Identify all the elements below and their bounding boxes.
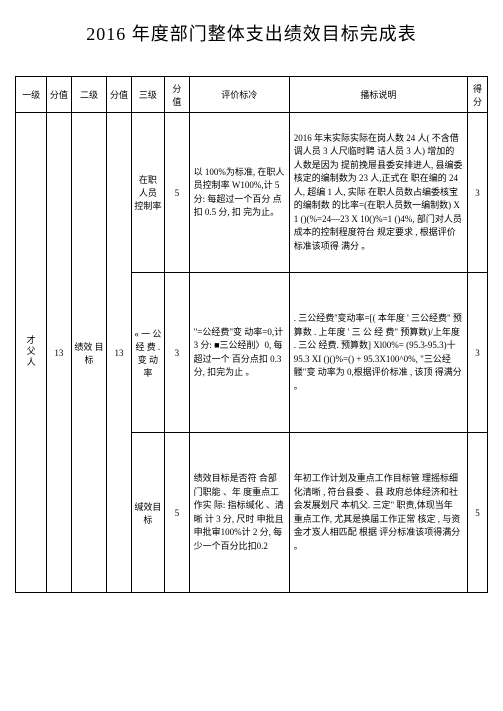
cell-crit: 以 100%为标准, 在职人员控制率 W100%,计 5 分: 每超过一个百分 … bbox=[189, 113, 289, 273]
cell-s1: 13 bbox=[47, 113, 71, 593]
cell-score: 3 bbox=[467, 113, 487, 273]
header-l3: 三级 bbox=[131, 77, 164, 113]
header-l2: 二级 bbox=[71, 77, 107, 113]
cell-l3: 缄效目标 bbox=[131, 433, 164, 593]
cell-s2: 13 bbox=[107, 113, 131, 593]
header-score: 得分 bbox=[467, 77, 487, 113]
header-row: 一级 分值 二级 分值 三级 分 值 评价标冷 播标说明 得分 bbox=[16, 77, 488, 113]
cell-score: 3 bbox=[467, 273, 487, 433]
cell-l2: 绩效 目标 bbox=[71, 113, 107, 593]
cell-l3: 在职 人员 控制率 bbox=[131, 113, 164, 273]
cell-desc: 2016 年末实际实际在岗人数 24 人( 不含借调人员 3 人尺临时聘 诘人员… bbox=[289, 113, 467, 273]
header-s2: 分值 bbox=[107, 77, 131, 113]
performance-table: 一级 分值 二级 分值 三级 分 值 评价标冷 播标说明 得分 才父人 13 绩… bbox=[15, 76, 488, 593]
cell-desc: 年初工作计划及重点工作目标管 理摇标细化清晰 , 符台县委 、县 政府总体经济和… bbox=[289, 433, 467, 593]
cell-s3: 5 bbox=[165, 113, 189, 273]
header-l1: 一级 bbox=[16, 77, 47, 113]
header-desc: 播标说明 bbox=[289, 77, 467, 113]
table-row: 才父人 13 绩效 目标 13 在职 人员 控制率 5 以 100%为标准, 在… bbox=[16, 113, 488, 273]
cell-s3: 5 bbox=[165, 433, 189, 593]
header-s1: 分值 bbox=[47, 77, 71, 113]
header-s3: 分 值 bbox=[165, 77, 189, 113]
cell-desc: . 三公经费''变动率=[( 本年度 ' 三公经费" 预算数 . 上年度 ' 三… bbox=[289, 273, 467, 433]
cell-crit: 绩效目标是否符 合部门职能 、年 度重点工作实 际: 指标缄化 、清晰 计 3 … bbox=[189, 433, 289, 593]
page-title: 2016 年度部门整体支出绩效目标完成表 bbox=[15, 20, 488, 46]
cell-l1: 才父人 bbox=[16, 113, 47, 593]
cell-score: 5 bbox=[467, 433, 487, 593]
cell-crit: "=公经费"变 动率=0,计 3 分: ■三公经削〉0, 每超过一个 百分点扣 … bbox=[189, 273, 289, 433]
cell-s3: 3 bbox=[165, 273, 189, 433]
cell-l3: « 一 公经 费 . 变 动率 bbox=[131, 273, 164, 433]
header-crit: 评价标冷 bbox=[189, 77, 289, 113]
